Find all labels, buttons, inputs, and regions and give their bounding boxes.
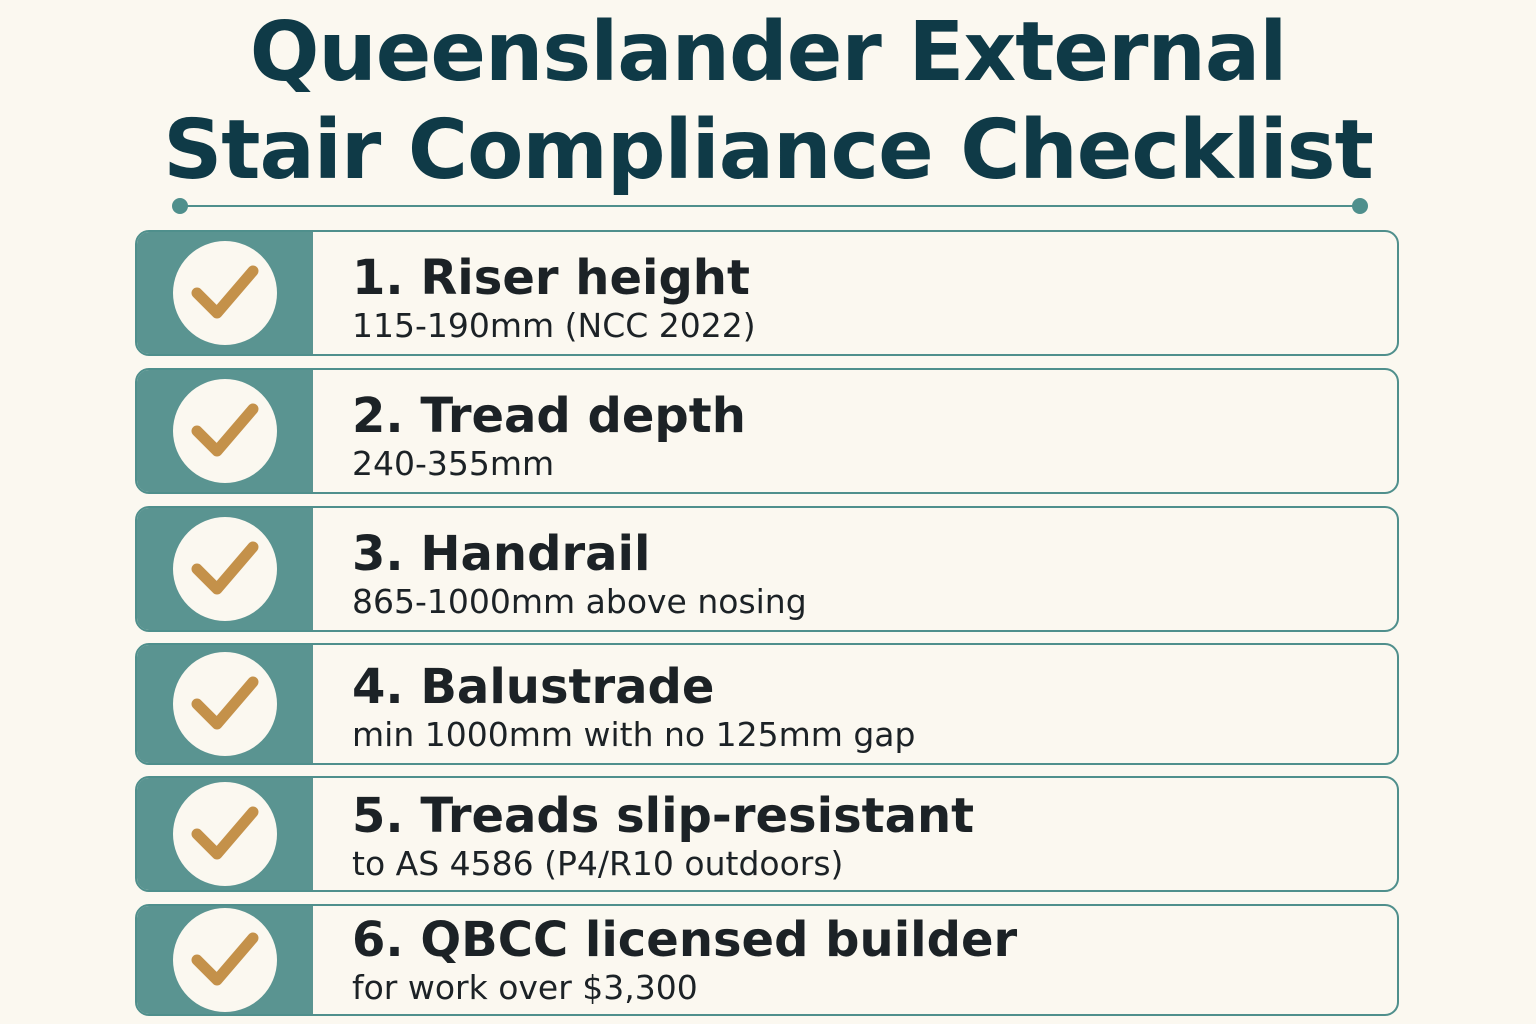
checklist-item-balustrade: 4. Balustrade min 1000mm with no 125mm g… (135, 643, 1399, 765)
check-circle (173, 782, 277, 886)
item-detail: to AS 4586 (P4/R10 outdoors) (352, 844, 844, 883)
check-band (137, 232, 313, 354)
check-band (137, 906, 313, 1014)
checklist-item-riser-height: 1. Riser height 115-190mm (NCC 2022) (135, 230, 1399, 356)
item-detail: 115-190mm (NCC 2022) (352, 306, 756, 345)
item-heading: 1. Riser height (352, 250, 750, 306)
divider-dot-left (172, 198, 188, 214)
checkmark-icon (191, 265, 259, 319)
item-text: 5. Treads slip-resistant to AS 4586 (P4/… (352, 788, 1377, 884)
check-circle (173, 379, 277, 483)
item-text: 1. Riser height 115-190mm (NCC 2022) (352, 250, 1377, 346)
item-detail: 240-355mm (352, 444, 555, 483)
item-heading: 6. QBCC licensed builder (352, 912, 1018, 968)
check-circle (173, 652, 277, 756)
checklist-item-handrail: 3. Handrail 865-1000mm above nosing (135, 506, 1399, 632)
item-text: 6. QBCC licensed builder for work over $… (352, 912, 1377, 1008)
check-band (137, 645, 313, 763)
item-heading: 4. Balustrade (352, 659, 715, 715)
checklist-item-slip-resistant: 5. Treads slip-resistant to AS 4586 (P4/… (135, 776, 1399, 892)
checkmark-icon (191, 541, 259, 595)
item-heading: 5. Treads slip-resistant (352, 788, 975, 844)
item-text: 3. Handrail 865-1000mm above nosing (352, 526, 1377, 622)
title-line-1: Queenslander External (249, 5, 1288, 100)
check-band (137, 778, 313, 890)
item-text: 4. Balustrade min 1000mm with no 125mm g… (352, 659, 1377, 755)
title-divider (172, 198, 1368, 214)
item-heading: 2. Tread depth (352, 388, 746, 444)
divider-dot-right (1352, 198, 1368, 214)
checkmark-icon (191, 676, 259, 730)
checkmark-icon (191, 932, 259, 986)
page-title: Queenslander External Stair Compliance C… (0, 4, 1536, 200)
check-band (137, 370, 313, 492)
item-detail: min 1000mm with no 125mm gap (352, 715, 916, 754)
item-heading: 3. Handrail (352, 526, 651, 582)
check-circle (173, 517, 277, 621)
title-line-2: Stair Compliance Checklist (163, 103, 1374, 198)
checkmark-icon (191, 403, 259, 457)
checklist-item-tread-depth: 2. Tread depth 240-355mm (135, 368, 1399, 494)
checkmark-icon (191, 806, 259, 860)
item-detail: 865-1000mm above nosing (352, 582, 807, 621)
item-detail: for work over $3,300 (352, 968, 698, 1007)
check-circle (173, 908, 277, 1012)
check-circle (173, 241, 277, 345)
checklist-item-qbcc-builder: 6. QBCC licensed builder for work over $… (135, 904, 1399, 1016)
check-band (137, 508, 313, 630)
item-text: 2. Tread depth 240-355mm (352, 388, 1377, 484)
